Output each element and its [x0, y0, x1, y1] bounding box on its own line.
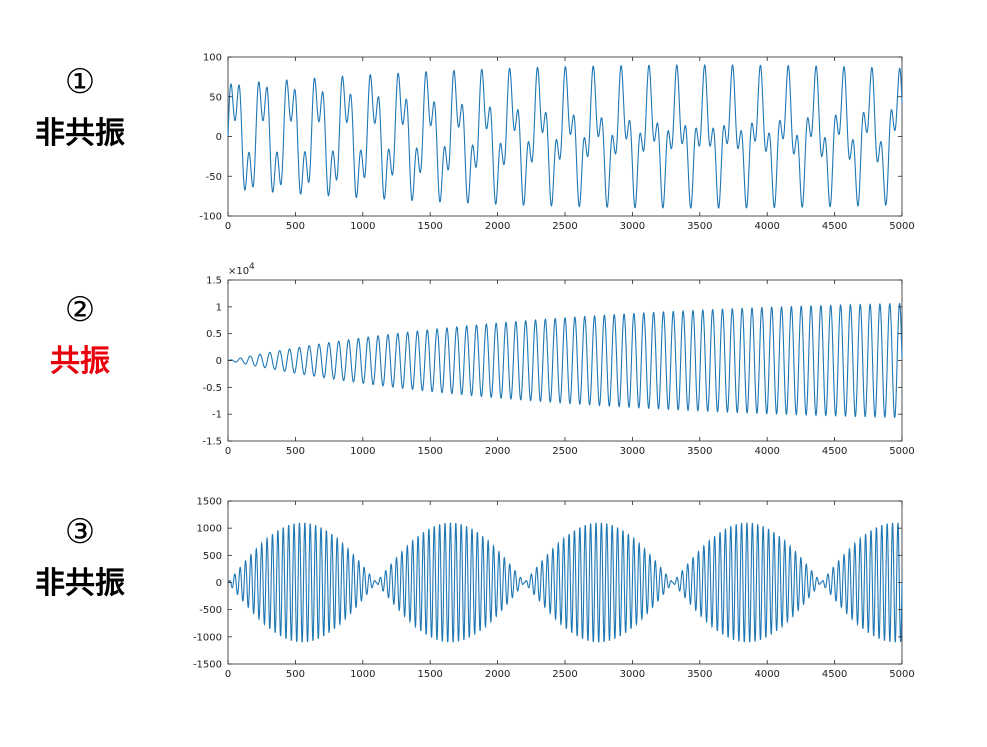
- series-line: [227, 522, 903, 643]
- series-line: [227, 64, 903, 209]
- x-tick-label: 4000: [754, 221, 779, 232]
- x-tick-label: 4500: [822, 669, 847, 680]
- panel-word-3: 非共振: [35, 566, 125, 601]
- y-tick-label: -1.5: [202, 437, 222, 448]
- x-tick-label: 0: [225, 446, 231, 457]
- x-tick-label: 3000: [620, 446, 645, 457]
- x-tick-label: 1000: [350, 446, 375, 457]
- x-tick-label: 3000: [620, 669, 645, 680]
- x-tick-label: 500: [286, 669, 305, 680]
- y-tick-label: 1.5: [206, 276, 222, 287]
- x-tick-label: 1000: [350, 221, 375, 232]
- y-tick-label: -100: [199, 212, 222, 223]
- x-tick-label: 5000: [889, 221, 914, 232]
- panel-word-2: 共振: [50, 344, 110, 379]
- y-multiplier-exponent: 4: [249, 262, 255, 272]
- x-tick-label: 3500: [687, 446, 712, 457]
- panel-word-1: 非共振: [35, 116, 125, 151]
- x-tick-label: 4500: [822, 446, 847, 457]
- y-tick-label: 500: [203, 551, 222, 562]
- chart-2: 0 500 1000 1500 2000 2500 3000 3500 4000 4500 5000…: [202, 262, 914, 457]
- plot-frame: [227, 279, 903, 442]
- series-line: [228, 302, 903, 419]
- x-tick-label: 0: [225, 669, 231, 680]
- y-tick-label: -50: [206, 172, 222, 183]
- x-tick-label: 500: [286, 446, 305, 457]
- x-tick-label: 2000: [485, 669, 510, 680]
- y-tick-label: 50: [209, 92, 222, 103]
- x-tick-label: 4000: [754, 446, 779, 457]
- y-tick-label: -500: [199, 605, 222, 616]
- y-tick-label: 100: [203, 53, 222, 64]
- x-tick-label: 3500: [687, 221, 712, 232]
- y-tick-label: 1: [216, 302, 222, 313]
- x-tick-label: 4000: [754, 669, 779, 680]
- x-tick-label: 0: [225, 221, 231, 232]
- x-tick-label: 1500: [417, 669, 442, 680]
- y-tick-label: 0: [216, 356, 222, 367]
- y-tick-label: 0: [216, 132, 222, 143]
- y-tick-label: 1000: [197, 524, 222, 535]
- x-tick-label: 4500: [822, 221, 847, 232]
- panel-label-1: ① 非共振: [5, 62, 155, 154]
- x-tick-label: 2000: [485, 446, 510, 457]
- y-tick-label: -1: [212, 410, 222, 421]
- panel-label-3: ③ 非共振: [5, 512, 155, 604]
- y-tick-label: 0.5: [206, 329, 222, 340]
- y-tick-label: -0.5: [202, 383, 222, 394]
- x-tick-label: 1000: [350, 669, 375, 680]
- x-tick-label: 5000: [889, 446, 914, 457]
- x-tick-label: 500: [286, 221, 305, 232]
- chart-1: 0 500 1000 1500 2000 2500 3000 3500 4000 4500 5000…: [199, 53, 914, 233]
- x-tick-label: 3500: [687, 669, 712, 680]
- panel-label-2: ② 共振: [5, 290, 155, 382]
- x-tick-label: 2500: [552, 221, 577, 232]
- y-tick-label: -1000: [193, 632, 222, 643]
- x-tick-label: 5000: [889, 669, 914, 680]
- x-tick-label: 3000: [620, 221, 645, 232]
- y-tick-label: -1500: [193, 660, 222, 671]
- panel-number-1: ①: [64, 62, 96, 102]
- chart-3: 0 500 1000 1500 2000 2500 3000 3500 4000 4500 5000…: [193, 497, 915, 681]
- x-tick-label: 2000: [485, 221, 510, 232]
- y-tick-label: 1500: [197, 497, 222, 508]
- x-tick-label: 1500: [417, 446, 442, 457]
- x-tick-label: 2500: [552, 446, 577, 457]
- x-tick-label: 2500: [552, 669, 577, 680]
- y-tick-label: 0: [216, 578, 222, 589]
- y-multiplier: ×10: [228, 266, 249, 277]
- panel-number-2: ②: [64, 290, 96, 330]
- x-tick-label: 1500: [417, 221, 442, 232]
- panel-number-3: ③: [64, 512, 96, 552]
